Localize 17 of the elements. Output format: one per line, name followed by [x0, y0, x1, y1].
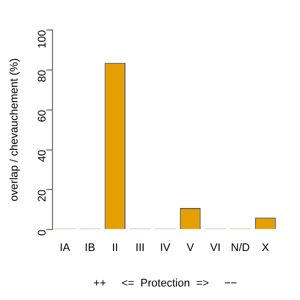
y-tick-label: 0	[36, 230, 48, 236]
x-tick-label: II	[112, 242, 118, 254]
y-tick-label: 20	[36, 190, 48, 202]
y-tick-label: 40	[36, 150, 48, 162]
x-axis-title: ++ <= Protection => −−	[93, 277, 238, 290]
x-tick-label: III	[136, 242, 145, 254]
y-tick-label: 80	[36, 70, 48, 82]
x-tick-label: N/D	[230, 242, 250, 254]
x-tick-label: VI	[210, 242, 221, 254]
x-tick-label: IB	[84, 242, 96, 254]
x-tick-label: X	[262, 242, 270, 254]
y-tick-label: 100	[36, 30, 48, 48]
x-tick-label: IV	[160, 242, 172, 254]
x-tick-label: V	[186, 242, 195, 254]
y-axis-title: overlap / chevauchement (%)	[8, 58, 21, 202]
y-tick-label: 60	[36, 110, 48, 122]
x-tick-label: IA	[60, 242, 71, 254]
